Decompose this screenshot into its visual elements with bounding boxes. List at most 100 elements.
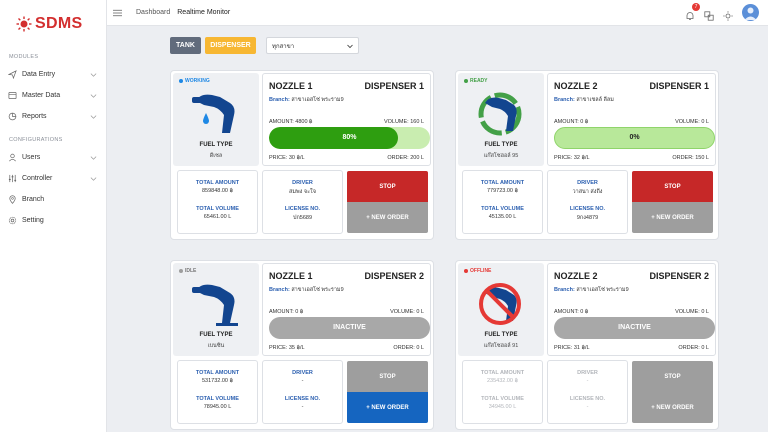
fuel-nozzle-icon (192, 94, 235, 133)
amount-value: AMOUNT: 4800 ฿ (269, 119, 313, 125)
status-text: READY (470, 78, 488, 84)
total-amount-value: 531732.00 ฿ (201, 378, 234, 384)
dispenser-title: DISPENSER 1 (364, 81, 424, 91)
total-volume-value: 45135.00 L (488, 214, 517, 220)
status-dot (464, 269, 468, 273)
nozzle-title: NOZZLE 1 (269, 271, 313, 281)
sidebar-item-branch[interactable]: Branch (0, 189, 106, 210)
totals-panel: TOTAL AMOUNT 859848.00 ฿ TOTAL VOLUME 6546… (177, 170, 258, 234)
dispenser-card: OFFLINE FUEL TYPE แก๊สโซฮอล์ 91 NOZZLE 2… (455, 260, 719, 430)
sidebar-item-data-entry[interactable]: Data Entry (0, 64, 106, 85)
nozzle-title: NOZZLE 1 (269, 81, 313, 91)
sliders-icon (8, 174, 17, 183)
branch-line: Branch: สาขาเอสโซ่ พระราม9 (269, 286, 344, 294)
progress-bar: INACTIVE (554, 317, 715, 339)
sidebar-item-label: Data Entry (22, 71, 56, 78)
fuel-type-value: แก๊สโซฮอล์ 95 (483, 153, 519, 159)
branch-label: Branch: (269, 287, 290, 293)
send-icon (8, 70, 17, 79)
dispenser-title: DISPENSER 2 (649, 271, 709, 281)
fuel-nozzle-offline-icon (479, 283, 521, 325)
logo-text: SDMS (35, 15, 83, 32)
dispenser-button[interactable]: DISPENSER (205, 37, 256, 54)
theme-toggle[interactable] (723, 8, 733, 21)
total-volume-label: TOTAL VOLUME (481, 396, 524, 402)
nozzle-info-panel: NOZZLE 2 DISPENSER 2 Branch: สาขาเอสโซ่ … (547, 263, 716, 356)
nozzle-info-panel: NOZZLE 1 DISPENSER 1 Branch: สาขาเอสโซ่ … (262, 73, 431, 166)
logo[interactable]: SDMS (0, 0, 106, 40)
branch-value: สาขาเอสโซ่ พระราม9 (576, 287, 629, 293)
status-badge: IDLE (179, 268, 196, 274)
language-button[interactable] (704, 8, 714, 21)
dispenser-title: DISPENSER 1 (649, 81, 709, 91)
driver-panel: DRIVER - LICENSE NO. - (262, 360, 343, 424)
sidebar-item-label: Setting (22, 217, 44, 224)
total-volume-label: TOTAL VOLUME (196, 396, 239, 402)
database-icon (8, 91, 17, 100)
dispenser-card: READY FUEL TYPE แก๊สโซฮอล์ 95 NOZZLE 2 D… (455, 70, 719, 240)
branch-value: สาขาเอสโซ่ พระราม9 (291, 287, 344, 293)
branch-select[interactable]: ทุกสาขา (266, 37, 359, 54)
order-value: ORDER: 0 L (393, 345, 424, 351)
license-label: LICENSE NO. (569, 206, 606, 212)
nozzle-title: NOZZLE 2 (554, 81, 598, 91)
stop-button[interactable]: STOP (347, 361, 428, 392)
nozzle-info-panel: NOZZLE 2 DISPENSER 1 Branch: สาขาเชลล์ ล… (547, 73, 716, 166)
status-badge: WORKING (179, 78, 210, 84)
price-value: PRICE: 31 ฿/L (554, 345, 590, 351)
new-order-button[interactable]: + NEW ORDER (347, 392, 428, 423)
status-dot (179, 269, 183, 273)
sidebar-item-label: Branch (22, 196, 45, 203)
breadcrumb-dashboard[interactable]: Dashboard (136, 9, 171, 16)
nozzle-status-panel: IDLE FUEL TYPE เบนซิน (173, 263, 259, 356)
location-icon (9, 195, 16, 204)
sun-icon (723, 10, 733, 21)
menu-icon[interactable] (113, 9, 122, 17)
section-configurations: CONFIGURATIONS (9, 137, 63, 143)
fuel-type-value: แก๊สโซฮอล์ 91 (483, 343, 519, 349)
chevron-down-icon (90, 177, 97, 181)
tank-button[interactable]: TANK (170, 37, 201, 54)
sidebar-item-reports[interactable]: Reports (0, 106, 106, 127)
sidebar-item-label: Reports (22, 113, 47, 120)
branch-value: สาขาเชลล์ ลีลม (576, 97, 614, 103)
progress-text: INACTIVE (618, 324, 651, 331)
total-amount-label: TOTAL AMOUNT (195, 370, 240, 376)
license-label: LICENSE NO. (284, 206, 321, 212)
top-bar: Dashboard Realtime Monitor 7 (107, 0, 768, 26)
branch-select-value: ทุกสาขา (272, 43, 295, 50)
fuel-type-value: เบนซิน (207, 343, 225, 349)
stop-button[interactable]: STOP (632, 171, 713, 202)
order-value: ORDER: 200 L (387, 155, 424, 161)
sidebar-item-label: Master Data (22, 92, 61, 99)
new-order-button[interactable]: + NEW ORDER (632, 392, 713, 423)
bell-icon (686, 11, 694, 20)
sidebar-item-controller[interactable]: Controller (0, 168, 106, 189)
fuel-nozzle-icon (192, 284, 238, 326)
sidebar-item-label: Users (22, 154, 41, 161)
nozzle-title: NOZZLE 2 (554, 271, 598, 281)
notification-button[interactable]: 7 (685, 2, 700, 20)
total-amount-value: 859848.00 ฿ (201, 188, 234, 194)
dispenser-card: IDLE FUEL TYPE เบนซิน NOZZLE 1 DISPENSER… (170, 260, 434, 430)
sidebar-item-setting[interactable]: Setting (0, 210, 106, 231)
notification-badge: 7 (692, 2, 700, 11)
driver-panel: DRIVER - LICENSE NO. - (547, 360, 628, 424)
new-order-button[interactable]: + NEW ORDER (347, 202, 428, 233)
fuel-type-label: FUEL TYPE (199, 332, 233, 338)
sidebar-item-users[interactable]: Users (0, 147, 106, 168)
driver-value: วาสนา ส่งถึง (572, 189, 603, 195)
driver-label: DRIVER (577, 180, 598, 186)
status-badge: READY (464, 78, 488, 84)
stop-button[interactable]: STOP (632, 361, 713, 392)
avatar[interactable] (742, 4, 759, 21)
reports-icon (8, 112, 17, 121)
license-value: - (586, 404, 589, 410)
price-value: PRICE: 32 ฿/L (554, 155, 590, 161)
sidebar-item-master-data[interactable]: Master Data (0, 85, 106, 106)
amount-value: AMOUNT: 0 ฿ (554, 309, 589, 315)
dispenser-title: DISPENSER 2 (364, 271, 424, 281)
stop-button[interactable]: STOP (347, 171, 428, 202)
sidebar: SDMS MODULES Data Entry Master Data Repo… (0, 0, 107, 432)
new-order-button[interactable]: + NEW ORDER (632, 202, 713, 233)
